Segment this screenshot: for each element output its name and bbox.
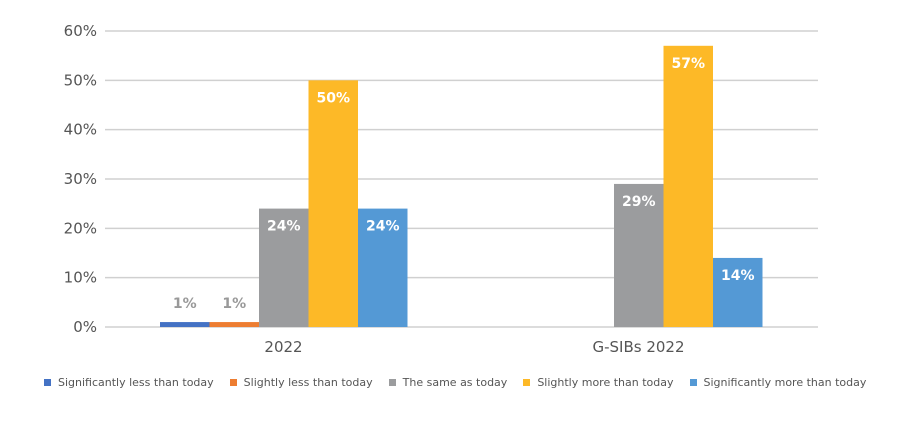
legend-label: Significantly more than today	[703, 376, 867, 389]
data-label: 57%	[671, 56, 705, 72]
y-tick-label: 50%	[64, 71, 97, 89]
y-tick-label: 20%	[64, 219, 97, 237]
bar-the-same-as-today-0	[259, 208, 309, 327]
y-tick-label: 10%	[64, 269, 97, 287]
y-tick-label: 30%	[64, 170, 97, 188]
bar-slightly-more-than-today-0	[308, 80, 358, 327]
data-label: 24%	[366, 219, 400, 235]
y-tick-label: 0%	[73, 318, 97, 336]
legend-label: The same as today	[402, 376, 508, 389]
x-category-label: G-SIBs 2022	[592, 338, 684, 356]
x-category-label: 2022	[264, 338, 302, 356]
legend-item: Slightly less than today	[229, 376, 373, 389]
legend-item: Significantly less than today	[44, 376, 214, 389]
bar-slightly-less-than-today-0	[209, 322, 259, 327]
bars	[160, 45, 763, 328]
legend-label: Slightly more than today	[537, 376, 674, 389]
data-label: 1%	[173, 296, 197, 312]
y-tick-label: 60%	[64, 22, 97, 40]
legend-item: Slightly more than today	[523, 376, 674, 389]
y-tick-label: 40%	[64, 121, 97, 139]
data-label: 14%	[721, 268, 755, 284]
bar-the-same-as-today-1	[614, 183, 664, 327]
legend-swatch	[44, 379, 51, 386]
legend-swatch	[523, 379, 531, 386]
data-label: 24%	[267, 219, 301, 235]
data-labels: 1% 1% 24% 50% 24% 29% 57% 14%	[173, 56, 755, 312]
legend-item: The same as today	[388, 376, 508, 389]
legend-swatch	[388, 379, 396, 386]
bar-slightly-more-than-today-1	[663, 45, 713, 328]
y-axis: 0% 10% 20% 30% 40% 50% 60%	[64, 22, 97, 336]
legend-label: Slightly less than today	[243, 376, 373, 389]
data-label: 50%	[316, 90, 350, 106]
legend-swatch	[229, 379, 237, 386]
legend-swatch	[689, 379, 697, 386]
data-label: 1%	[222, 296, 246, 312]
bar-significantly-less-than-today-0	[160, 322, 210, 327]
bar-significantly-more-than-today-0	[358, 208, 408, 327]
x-axis: 2022 G-SIBs 2022	[264, 338, 684, 356]
data-label: 29%	[622, 194, 656, 210]
legend-item: Significantly more than today	[689, 376, 867, 389]
bar-significantly-more-than-today-1	[713, 257, 763, 327]
legend: Significantly less than today Slightly le…	[44, 376, 882, 389]
legend-label: Significantly less than today	[58, 376, 214, 389]
gridlines	[105, 30, 818, 328]
bar-chart: 0% 10% 20% 30% 40% 50% 60% 1% 1% 24% 50% 24% 29% 57%…	[64, 22, 818, 356]
